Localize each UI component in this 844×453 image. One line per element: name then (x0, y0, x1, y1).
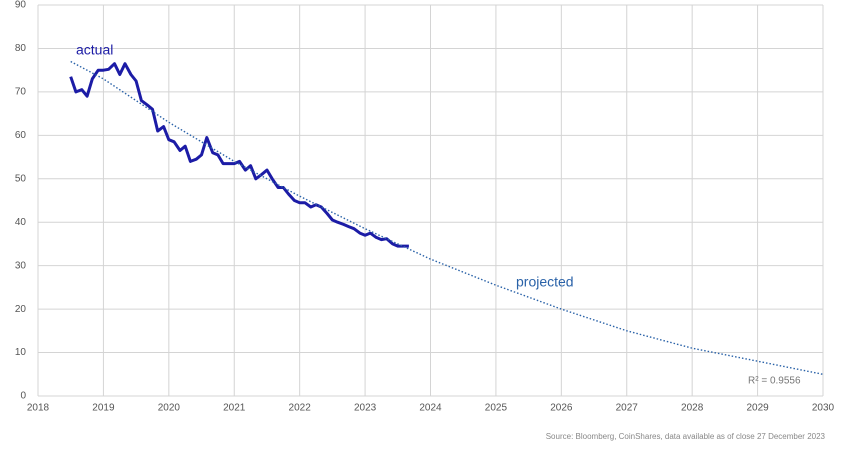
x-tick-label: 2028 (681, 403, 704, 414)
y-tick-label: 0 (20, 391, 26, 402)
y-tick-label: 40 (15, 217, 27, 228)
series-line (69, 62, 409, 248)
y-tick-label: 90 (15, 0, 27, 11)
x-tick-label: 2027 (616, 403, 639, 414)
x-tick-label: 2025 (485, 403, 508, 414)
x-tick-label: 2024 (419, 403, 442, 414)
x-tick-label: 2020 (158, 403, 181, 414)
series-label: projected (516, 274, 574, 290)
x-tick-label: 2023 (354, 403, 377, 414)
x-tick-label: 2018 (27, 403, 50, 414)
y-tick-label: 80 (15, 43, 27, 54)
annotation: R² = 0.9556 (748, 376, 801, 387)
y-tick-label: 20 (15, 304, 27, 315)
x-tick-label: 2022 (289, 403, 312, 414)
x-tick-label: 2026 (550, 403, 573, 414)
y-tick-label: 30 (15, 260, 27, 271)
series-label: actual (76, 42, 113, 58)
x-tick-label: 2029 (746, 403, 769, 414)
x-tick-label: 2019 (92, 403, 115, 414)
y-tick-label: 10 (15, 347, 27, 358)
x-tick-label: 2021 (223, 403, 246, 414)
y-tick-label: 70 (15, 87, 27, 98)
y-tick-label: 60 (15, 130, 27, 141)
x-tick-label: 2030 (812, 403, 835, 414)
y-tick-label: 50 (15, 173, 27, 184)
series-line (70, 60, 824, 375)
source-note: Source: Bloomberg, CoinShares, data avai… (546, 432, 826, 441)
